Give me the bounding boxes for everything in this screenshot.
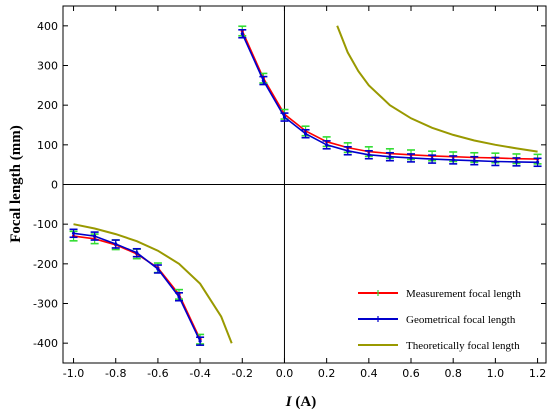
legend: Measurement focal length Geometrical foca… — [358, 288, 521, 352]
data-point — [451, 158, 455, 162]
series-2 — [69, 28, 542, 346]
data-point — [367, 153, 371, 157]
x-tick-label: -0.8 — [105, 367, 126, 380]
y-tick-label: 100 — [37, 139, 58, 152]
series-line — [336, 25, 538, 153]
data-point — [240, 32, 244, 36]
x-tick-label: 1.2 — [529, 367, 547, 380]
x-tick-label: 0.8 — [444, 367, 462, 380]
x-axis-title: I (A) — [285, 394, 316, 410]
y-tick-label: -200 — [33, 258, 58, 271]
data-point — [261, 78, 265, 83]
data-point — [93, 234, 97, 238]
data-point — [409, 156, 413, 160]
x-tick-label: -0.6 — [147, 367, 168, 380]
x-tick-label: 0.0 — [276, 367, 294, 380]
x-tick-label: 0.4 — [360, 367, 378, 380]
series-line — [241, 33, 538, 164]
legend-label: Geometrical focal length — [406, 314, 516, 326]
data-point — [156, 267, 160, 271]
series-line — [241, 30, 538, 160]
x-axis-title-unit: (A) — [292, 394, 317, 410]
x-axis-title-symbol: I — [285, 394, 293, 410]
data-point — [346, 149, 350, 153]
y-tick-label: -300 — [33, 298, 58, 311]
data-point — [71, 231, 76, 235]
legend-label: Theoretically focal length — [406, 340, 520, 352]
x-tick-label: 1.0 — [487, 367, 505, 380]
x-tick-label: 0.2 — [318, 367, 336, 380]
data-point — [198, 339, 202, 343]
data-point — [114, 242, 118, 246]
legend-item: Geometrical focal length — [358, 314, 516, 326]
y-tick-label: -100 — [33, 218, 58, 231]
legend-label: Measurement focal length — [406, 288, 521, 300]
data-point — [135, 251, 139, 255]
data-point — [493, 159, 497, 164]
data-point — [325, 143, 329, 147]
series-line — [73, 223, 233, 344]
y-axis-title: Focal length (mm) — [8, 125, 24, 242]
legend-item: Theoretically focal length — [358, 340, 520, 352]
x-tick-label: -0.4 — [189, 367, 210, 380]
data-point — [177, 295, 181, 299]
legend-item: Measurement focal length — [358, 288, 521, 300]
data-point — [514, 160, 519, 164]
y-tick-label: 0 — [51, 179, 58, 192]
data-point — [535, 160, 540, 164]
y-tick-label: -400 — [33, 337, 58, 350]
x-tick-label: -1.0 — [63, 367, 84, 380]
y-tick-label: 200 — [37, 99, 58, 112]
series-3 — [73, 25, 538, 344]
data-point — [282, 115, 287, 119]
y-tick-label: 300 — [37, 60, 58, 73]
x-tick-label: 0.6 — [402, 367, 420, 380]
data-point — [303, 132, 308, 136]
data-point — [430, 157, 434, 161]
data-point — [388, 155, 392, 159]
x-tick-label: -0.2 — [232, 367, 253, 380]
data-point — [472, 159, 476, 163]
y-tick-label: 400 — [37, 20, 58, 33]
